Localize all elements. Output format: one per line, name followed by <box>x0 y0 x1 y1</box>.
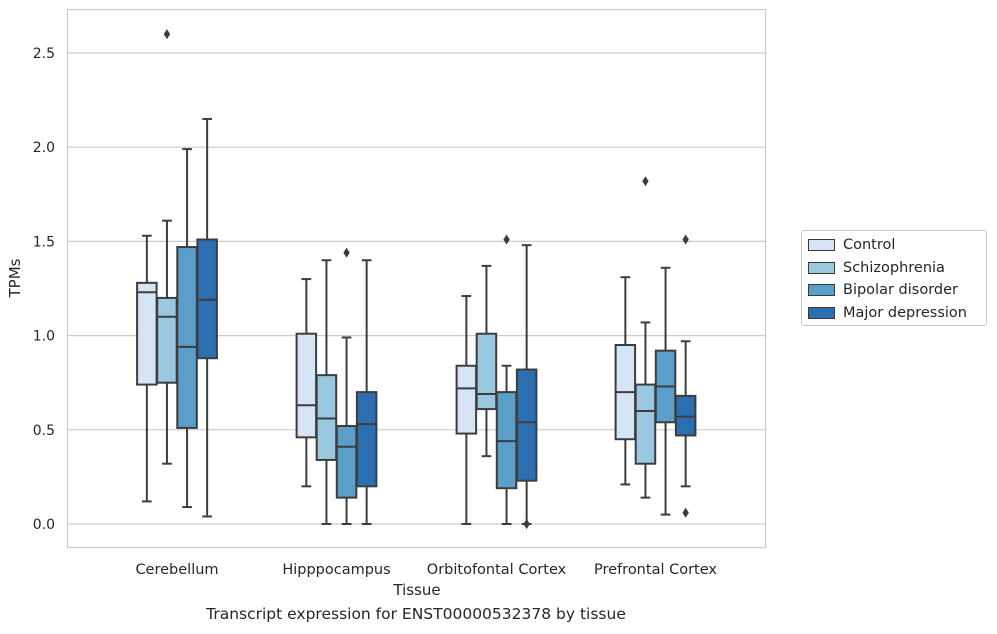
legend-item: Bipolar disorder <box>808 279 986 302</box>
box-iqr <box>455 364 478 435</box>
legend-item: Schizophrenia <box>808 257 986 280</box>
box-iqr <box>475 332 498 411</box>
box <box>315 259 338 525</box>
legend-swatch <box>808 239 835 252</box>
box-iqr <box>295 332 318 439</box>
box <box>614 276 637 486</box>
outlier-point <box>682 507 689 518</box>
box <box>495 234 518 525</box>
box <box>515 244 538 529</box>
legend-label: Control <box>843 237 896 254</box>
box-iqr <box>355 391 378 488</box>
outlier-point <box>523 519 530 529</box>
box <box>196 117 218 518</box>
box <box>634 176 657 499</box>
box-iqr <box>156 296 178 384</box>
y-tick-label: 2.5 <box>33 46 55 62</box>
box <box>295 278 318 488</box>
legend-item: Control <box>808 234 986 257</box>
box-iqr <box>634 383 657 465</box>
box <box>475 264 498 458</box>
box-iqr <box>136 281 158 386</box>
legend-label: Schizophrenia <box>843 259 945 276</box>
outlier-point <box>503 234 510 245</box>
box <box>654 266 677 516</box>
plot-frame <box>66 8 767 549</box>
legend-swatch <box>808 284 835 297</box>
legend-swatch <box>808 306 835 319</box>
boxes-layer <box>136 29 697 529</box>
box-iqr <box>515 368 538 482</box>
y-tick-label: 0.0 <box>33 517 55 533</box>
legend-label: Bipolar disorder <box>843 282 958 299</box>
outlier-point <box>642 176 649 187</box>
outlier-point <box>163 29 171 40</box>
x-tick-labels: Cerebellum Hipppocampus Orbitofontal Corte… <box>135 562 717 578</box>
legend-item: Major depression <box>808 302 986 325</box>
chart-caption: Transcript expression for ENST0000053237… <box>206 605 626 623</box>
box <box>176 148 198 509</box>
gridlines <box>67 52 766 525</box>
box <box>674 234 697 518</box>
x-axis-label: Tissue <box>392 581 440 599</box>
y-tick-label: 1.5 <box>33 234 55 250</box>
box <box>335 247 358 525</box>
y-tick-labels: 0.0 0.5 1.0 1.5 2.0 2.5 <box>33 46 55 533</box>
x-tick-label: Cerebellum <box>135 562 218 578</box>
x-tick-label: Orbitofontal Cortex <box>427 562 567 578</box>
y-axis-label: TPMs <box>6 258 24 298</box>
box-iqr <box>176 246 198 429</box>
x-tick-label: Prefrontal Cortex <box>594 562 717 578</box>
legend: Control Schizophrenia Bipolar disorder Majo… <box>801 230 987 326</box>
box <box>136 234 158 503</box>
box <box>156 29 178 465</box>
outlier-point <box>682 234 689 245</box>
y-tick-label: 2.0 <box>33 140 55 156</box>
box <box>455 295 478 525</box>
y-tick-label: 0.5 <box>33 423 55 439</box>
legend-swatch <box>808 261 835 274</box>
box-iqr <box>335 425 358 499</box>
box <box>355 259 378 525</box>
x-tick-label: Hipppocampus <box>282 562 390 578</box>
legend-label: Major depression <box>843 304 967 321</box>
outlier-point <box>343 247 350 258</box>
y-tick-label: 1.0 <box>33 329 55 345</box>
